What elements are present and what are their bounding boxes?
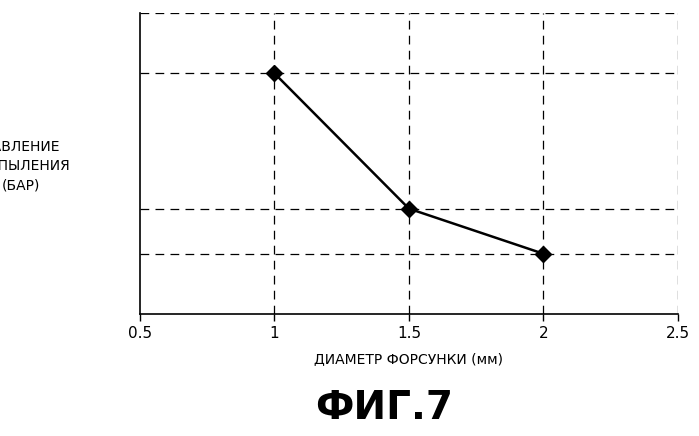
- Text: ФИГ.7: ФИГ.7: [315, 389, 454, 427]
- X-axis label: ДИАМЕТР ФОРСУНКИ (мм): ДИАМЕТР ФОРСУНКИ (мм): [315, 352, 503, 366]
- Text: ДАВЛЕНИЕ
РАСПЫЛЕНИЯ
(БАР): ДАВЛЕНИЕ РАСПЫЛЕНИЯ (БАР): [0, 139, 71, 192]
